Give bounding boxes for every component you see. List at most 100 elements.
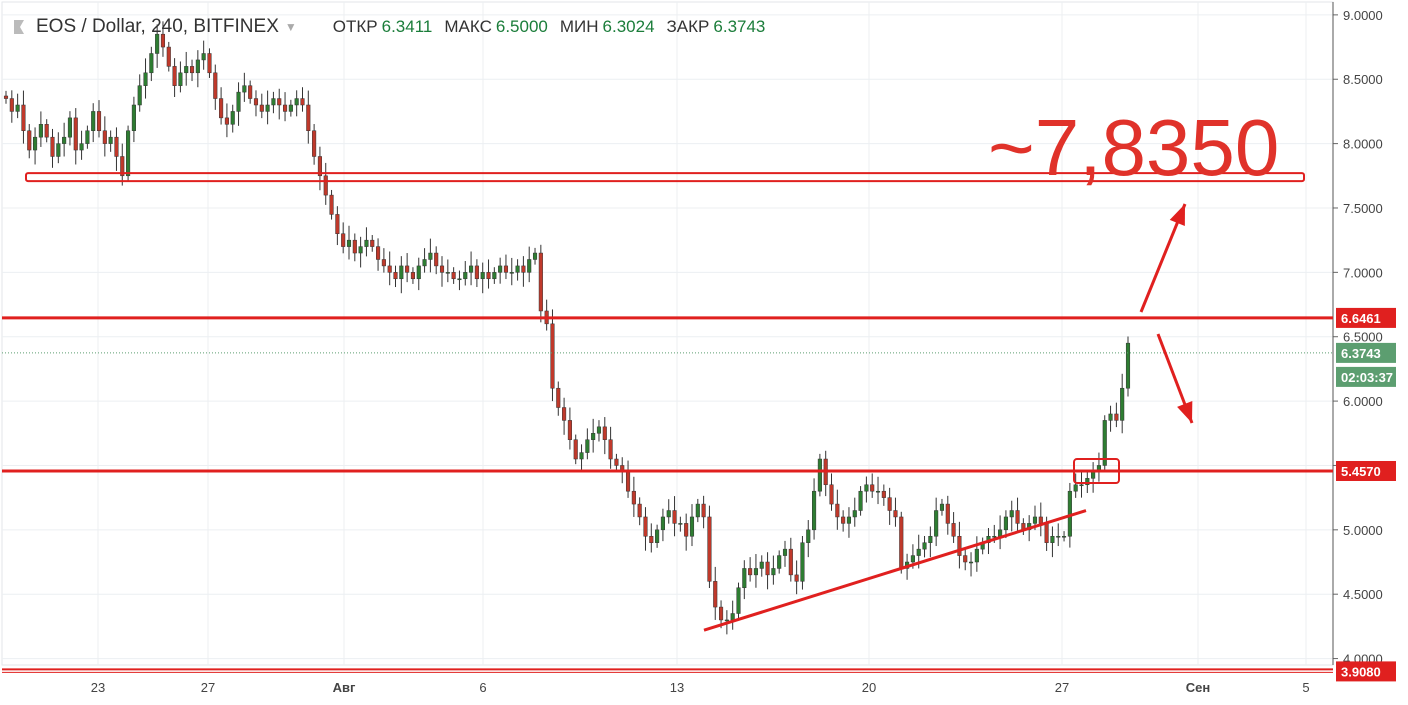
candle-body	[637, 503, 642, 518]
candle-body	[457, 278, 462, 281]
candle-body	[922, 542, 927, 550]
candle-body	[329, 194, 334, 215]
candle-body	[67, 117, 73, 138]
price-label-countdown: 02:03:37	[1336, 366, 1396, 387]
candle-body	[794, 574, 799, 582]
candle-body	[538, 252, 543, 312]
candle-body	[672, 510, 677, 524]
candle-body	[9, 98, 14, 112]
candle-body	[358, 246, 363, 254]
low-value: 6.3024	[602, 17, 655, 36]
candle-body	[689, 516, 695, 537]
candle-body	[1085, 478, 1090, 486]
candle-body	[224, 117, 229, 125]
candle-body	[178, 72, 183, 86]
candle-body	[974, 548, 979, 563]
candle-body	[259, 104, 264, 112]
chevron-down-icon[interactable]: ▼	[284, 20, 297, 34]
arrow-head	[1177, 401, 1193, 423]
candle-body	[1044, 523, 1049, 543]
candle-body	[62, 136, 67, 144]
candle-body	[701, 503, 706, 518]
candle-body	[719, 606, 724, 621]
candle-body	[312, 130, 317, 157]
candle-body	[748, 568, 753, 576]
candle-body	[341, 233, 346, 247]
candle-body	[155, 33, 160, 54]
candle-body	[631, 490, 636, 505]
candle-body	[1120, 387, 1125, 421]
candle-body	[463, 272, 468, 280]
candle-body	[376, 246, 381, 260]
y-tick-label: 6.5000	[1343, 330, 1383, 345]
candle-body	[114, 136, 119, 157]
price-label-marker: 5.4570	[1336, 460, 1396, 481]
candle-body	[428, 252, 433, 260]
candle-body	[864, 484, 869, 492]
candle-body	[614, 458, 619, 466]
candle-body	[50, 136, 55, 157]
candle-body	[759, 561, 764, 569]
candle-body	[253, 98, 259, 106]
candle-body	[509, 272, 514, 274]
price-label-bg	[1336, 366, 1396, 387]
candle-body	[480, 272, 485, 280]
price-label-bg	[1336, 342, 1396, 363]
candle-body	[992, 536, 997, 538]
candle-body	[189, 66, 195, 74]
candle-body	[835, 503, 840, 518]
candle-body	[579, 452, 584, 460]
price-label-marker: 3.9080	[1336, 661, 1396, 682]
candle-body	[405, 265, 410, 273]
candle-body	[230, 111, 235, 125]
candle-body	[323, 175, 328, 196]
candle-body	[44, 124, 49, 138]
candle-body	[817, 458, 822, 492]
candle-body	[928, 536, 933, 543]
candle-body	[893, 510, 898, 518]
candle-body	[1073, 484, 1078, 492]
candle-body	[1091, 471, 1096, 479]
candle-body	[306, 104, 311, 131]
candle-body	[294, 98, 299, 106]
candle-body	[562, 407, 567, 421]
candle-body	[474, 265, 479, 280]
candle-body	[91, 111, 96, 131]
candle-body	[788, 548, 793, 576]
candle-body	[550, 323, 555, 389]
candle-body	[806, 529, 811, 543]
arrow-down-icon	[1156, 333, 1194, 424]
price-label-text: 3.9080	[1341, 664, 1381, 679]
candle-body	[643, 516, 648, 537]
breakout-box	[1073, 458, 1120, 485]
candle-body	[916, 548, 921, 556]
candle-body	[282, 104, 288, 112]
candle-body	[498, 265, 503, 273]
candle-body	[1032, 516, 1038, 524]
candle-body	[352, 239, 357, 254]
candle-body	[387, 265, 392, 273]
candle-body	[527, 259, 532, 273]
candle-body	[56, 143, 61, 157]
candle-body	[131, 104, 136, 131]
candle-body	[364, 239, 369, 247]
candle-body	[126, 130, 131, 177]
x-tick-label: 13	[670, 680, 684, 695]
price-label-text: 5.4570	[1341, 464, 1381, 479]
close-value: 6.3743	[713, 17, 766, 36]
candle-body	[335, 214, 340, 234]
candle-body	[492, 272, 497, 280]
candle-body	[532, 252, 538, 260]
candle-body	[951, 523, 956, 537]
y-tick-label: 8.5000	[1343, 72, 1383, 87]
candle-body	[858, 490, 863, 511]
candle-body	[881, 490, 886, 498]
candle-body	[742, 568, 747, 589]
candle-body	[1038, 516, 1043, 524]
candle-body	[782, 548, 788, 556]
candle-body	[515, 265, 520, 273]
symbol-title[interactable]: EOS / Dollar, 240, BITFINEX	[36, 16, 279, 37]
low-label: МИН	[559, 17, 599, 36]
candle-body	[317, 156, 322, 177]
